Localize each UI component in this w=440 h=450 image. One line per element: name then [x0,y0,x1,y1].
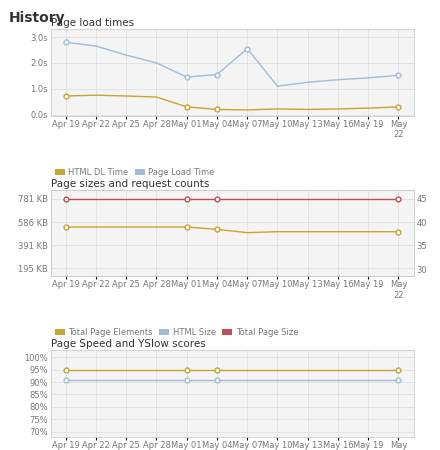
Text: Page sizes and request counts: Page sizes and request counts [51,179,209,189]
Text: Page Speed and YSlow scores: Page Speed and YSlow scores [51,339,205,349]
Text: Page load times: Page load times [51,18,134,28]
Legend: Total Page Elements, HTML Size, Total Page Size: Total Page Elements, HTML Size, Total Pa… [55,328,298,337]
Text: History: History [9,11,66,25]
Legend: HTML DL Time, Page Load Time: HTML DL Time, Page Load Time [55,168,215,177]
